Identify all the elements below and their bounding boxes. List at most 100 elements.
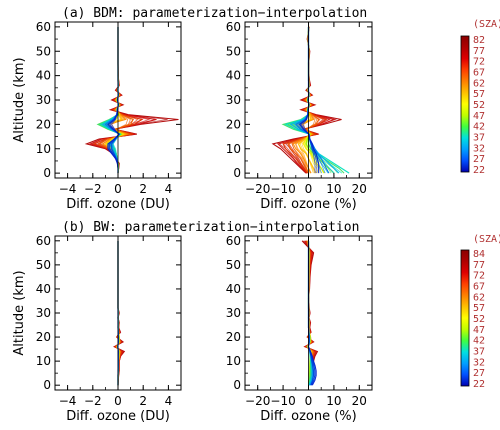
colorbar-label: 72	[473, 57, 485, 68]
x-tick-label: −4	[59, 394, 77, 408]
y-tick-label: 30	[36, 93, 51, 107]
colorbar-label: 32	[473, 357, 485, 368]
y-tick-label: 10	[226, 354, 241, 368]
y-tick-label: 50	[226, 258, 241, 272]
colorbar-label: 62	[473, 78, 485, 89]
x-tick-label: 2	[139, 182, 147, 196]
series-line-sza-82	[96, 26, 157, 174]
x-tick-label: −2	[84, 182, 102, 196]
y-tick-label: 10	[36, 354, 51, 368]
x-axis-label: Diff. ozone (%)	[260, 197, 356, 212]
panel-b-ylabel: Altitude (km)	[12, 270, 27, 355]
series-group	[301, 240, 319, 386]
colorbar-label: 47	[473, 325, 485, 336]
y-tick-label: 60	[226, 234, 241, 248]
colorbar-label: 37	[473, 133, 485, 144]
panel-a-ylabel: Altitude (km)	[12, 57, 27, 142]
x-axis-label: Diff. ozone (DU)	[66, 409, 170, 424]
colorbar-label: 82	[473, 35, 485, 46]
colorbar-label: 32	[473, 143, 485, 154]
colorbar-label: 57	[473, 89, 485, 100]
x-tick-label: 10	[326, 182, 341, 196]
y-tick-label: 40	[226, 282, 241, 296]
panel-a-title: (a) BDM: parameterization−interpolation	[62, 6, 367, 21]
x-tick-label: 4	[165, 182, 173, 196]
x-tick-label: −4	[59, 182, 77, 196]
x-tick-label: 0	[305, 394, 313, 408]
x-tick-label: −2	[84, 394, 102, 408]
y-tick-label: 20	[36, 117, 51, 131]
colorbar-label: 77	[473, 260, 485, 271]
y-tick-label: 40	[226, 69, 241, 83]
colorbar-label: 37	[473, 347, 485, 358]
colorbar-label: 47	[473, 111, 485, 122]
colorbar-gradient	[460, 249, 470, 387]
series-group	[84, 26, 179, 174]
colorbar-label: 72	[473, 271, 485, 282]
colorbar-label: 42	[473, 336, 485, 347]
series-line-sza-82	[91, 26, 168, 174]
y-tick-label: 0	[233, 166, 241, 180]
colorbar-label: 52	[473, 100, 485, 111]
colorbar-label: 42	[473, 122, 485, 133]
x-tick-label: 2	[139, 394, 147, 408]
x-tick-label: 20	[352, 182, 367, 196]
series-line-sza-77	[99, 26, 144, 174]
colorbar-label: 62	[473, 292, 485, 303]
x-tick-label: −10	[270, 394, 295, 408]
series-group	[271, 26, 350, 174]
colorbar-title: (SZA)	[473, 19, 500, 30]
y-tick-label: 10	[226, 142, 241, 156]
colorbar-label: 22	[473, 165, 485, 176]
y-tick-label: 60	[36, 20, 51, 34]
x-tick-label: 0	[305, 182, 313, 196]
colorbar-label: 57	[473, 303, 485, 314]
colorbar-title: (SZA)	[473, 234, 500, 245]
y-tick-label: 60	[36, 234, 51, 248]
panel-b-title: (b) BW: parameterization−interpolation	[62, 220, 359, 235]
colorbars-group: (SZA)82777267625752474237322722(SZA)8477…	[460, 19, 500, 390]
y-tick-label: 10	[36, 142, 51, 156]
y-tick-label: 0	[43, 166, 51, 180]
colorbar-label: 77	[473, 46, 485, 57]
x-tick-label: 4	[165, 394, 173, 408]
y-tick-label: 0	[43, 378, 51, 392]
y-tick-label: 20	[226, 117, 241, 131]
x-axis-label: Diff. ozone (DU)	[66, 197, 170, 212]
y-tick-label: 30	[36, 306, 51, 320]
x-axis-label: Diff. ozone (%)	[260, 409, 356, 424]
x-tick-label: 10	[326, 394, 341, 408]
y-tick-label: 20	[36, 330, 51, 344]
colorbar-label: 27	[473, 154, 485, 165]
series-group	[113, 240, 126, 386]
colorbar-label: 84	[473, 249, 485, 260]
x-tick-label: −20	[245, 182, 270, 196]
series-line-sza-77	[94, 26, 151, 174]
plot-panel-3: −20 −10 0 10 20 0 10 20 30 40 50 60 Diff. ozone (%)	[226, 234, 373, 424]
x-tick-label: −20	[245, 394, 270, 408]
y-tick-label: 40	[36, 69, 51, 83]
x-tick-label: 20	[352, 394, 367, 408]
y-tick-label: 50	[36, 44, 51, 58]
series-line-sza-82	[84, 26, 179, 174]
y-tick-label: 50	[226, 44, 241, 58]
colorbar-label: 22	[473, 379, 485, 390]
x-tick-label: 0	[114, 394, 122, 408]
x-tick-label: 0	[114, 182, 122, 196]
y-tick-label: 0	[233, 378, 241, 392]
y-tick-label: 50	[36, 258, 51, 272]
colorbar-label: 67	[473, 282, 485, 293]
y-tick-label: 30	[226, 306, 241, 320]
x-tick-label: −10	[270, 182, 295, 196]
colorbar-label: 52	[473, 314, 485, 325]
y-tick-label: 30	[226, 93, 241, 107]
colorbar-label: 67	[473, 68, 485, 79]
colorbar-label: 27	[473, 368, 485, 379]
series-line-sza-77	[88, 26, 156, 174]
y-tick-label: 40	[36, 282, 51, 296]
